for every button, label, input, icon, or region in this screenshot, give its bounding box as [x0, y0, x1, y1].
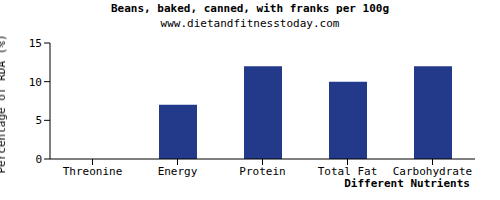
svg-text:Energy: Energy [158, 165, 198, 178]
svg-text:0: 0 [35, 153, 42, 166]
svg-text:10: 10 [29, 76, 42, 89]
html-text:www.dietandfitnesstoday.com: www.dietandfitnesstoday.com [160, 17, 340, 30]
svg-text:15: 15 [29, 37, 42, 50]
svg-text:Protein: Protein [239, 165, 285, 178]
html-text:Beans, baked, canned, with fra: Beans, baked, canned, with franks per 10… [110, 2, 390, 15]
svg-text:Total Fat: Total Fat [318, 165, 378, 178]
html-text:Different Nutrients: Different Nutrients [344, 177, 470, 190]
svg-text:5: 5 [35, 114, 42, 127]
svg-text:Threonine: Threonine [63, 165, 123, 178]
svg-text:Carbohydrate: Carbohydrate [393, 165, 472, 178]
